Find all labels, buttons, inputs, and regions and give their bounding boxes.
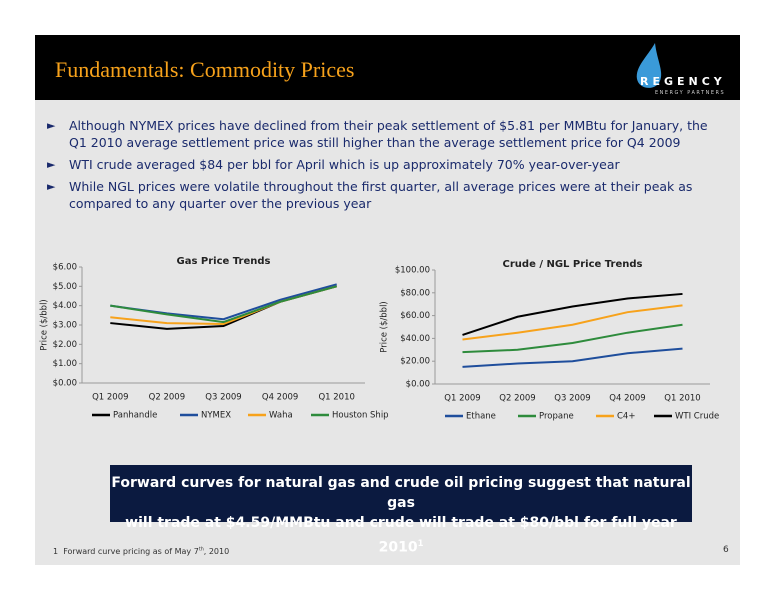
- y-tick-label: $100.00: [395, 266, 430, 276]
- legend-label: C4+: [617, 412, 635, 422]
- legend-label: WTI Crude: [675, 412, 719, 422]
- series-line: [462, 304, 683, 341]
- callout: Forward curves for natural gas and crude…: [110, 465, 692, 556]
- y-tick-label: $80.00: [400, 288, 430, 298]
- legend-label: Ethane: [466, 412, 496, 422]
- chart-title: Gas Price Trends: [177, 256, 271, 267]
- footnote-sup: th: [198, 547, 204, 553]
- callout-line: will trade at $4.59/MMBtu and crude will…: [110, 513, 692, 558]
- series-line: [462, 347, 683, 368]
- footnote: 1 Forward curve pricing as of May 7th, 2…: [53, 547, 229, 556]
- logo-icon: [636, 43, 662, 88]
- y-tick-label: $3.00: [53, 321, 77, 331]
- y-tick-label: $5.00: [53, 282, 77, 292]
- y-tick-label: $60.00: [400, 311, 430, 321]
- x-tick-label: Q1 2010: [318, 393, 354, 403]
- x-tick-label: Q1 2010: [664, 394, 700, 404]
- legend-label: NYMEX: [201, 411, 231, 421]
- x-tick-label: Q1 2009: [92, 393, 128, 403]
- y-tick-label: $4.00: [53, 301, 77, 311]
- legend-label: Panhandle: [113, 411, 157, 421]
- legend-label: Waha: [269, 411, 293, 421]
- footnote-rest: , 2010: [203, 547, 230, 556]
- logo-flame: [636, 43, 662, 88]
- x-tick-label: Q1 2009: [444, 394, 480, 404]
- footnote-marker: 1: [53, 547, 59, 556]
- logo-name: REGENCY: [640, 75, 726, 88]
- callout-line: Forward curves for natural gas and crude…: [111, 475, 691, 511]
- legend-label: Houston Ship: [332, 411, 389, 421]
- y-tick-label: $0.00: [406, 380, 430, 390]
- legend-label: Propane: [539, 412, 574, 422]
- x-tick-label: Q4 2009: [609, 394, 645, 404]
- x-tick-label: Q3 2009: [205, 393, 241, 403]
- x-tick-label: Q4 2009: [262, 393, 298, 403]
- bullet: WTI crude averaged $84 per bbl for April…: [47, 156, 727, 173]
- callout-sup: 1: [417, 538, 424, 548]
- header: Fundamentals: Commodity Prices REGENCY E…: [35, 35, 740, 100]
- y-axis-label: Price ($/bbl): [40, 299, 50, 351]
- logo-subtitle: ENERGY PARTNERS: [655, 90, 726, 96]
- bullet: While NGL prices were volatile throughou…: [47, 178, 727, 212]
- y-tick-label: $2.00: [53, 340, 77, 350]
- bullet: Although NYMEX prices have declined from…: [47, 117, 727, 151]
- y-axis-label: Price ($/bbl): [380, 301, 390, 353]
- series-line: [110, 285, 337, 324]
- y-tick-label: $1.00: [53, 359, 77, 369]
- callout-text: will trade at $4.59/MMBtu and crude will…: [125, 515, 677, 556]
- y-tick-label: $0.00: [53, 379, 77, 389]
- x-tick-label: Q2 2009: [149, 393, 185, 403]
- title: Fundamentals: Commodity Prices: [55, 57, 355, 82]
- footnote-text: Forward curve pricing as of May 7: [63, 547, 199, 556]
- x-tick-label: Q2 2009: [499, 394, 535, 404]
- y-tick-label: $20.00: [400, 357, 430, 367]
- x-tick-label: Q3 2009: [554, 394, 590, 404]
- series-line: [110, 283, 337, 321]
- y-tick-label: $6.00: [53, 263, 77, 273]
- chart-title: Crude / NGL Price Trends: [503, 259, 643, 270]
- y-tick-label: $40.00: [400, 334, 430, 344]
- series-line: [462, 292, 683, 336]
- bullets: Although NYMEX prices have declined from…: [47, 117, 727, 217]
- page-number: 6: [723, 545, 729, 555]
- series-line: [462, 323, 683, 354]
